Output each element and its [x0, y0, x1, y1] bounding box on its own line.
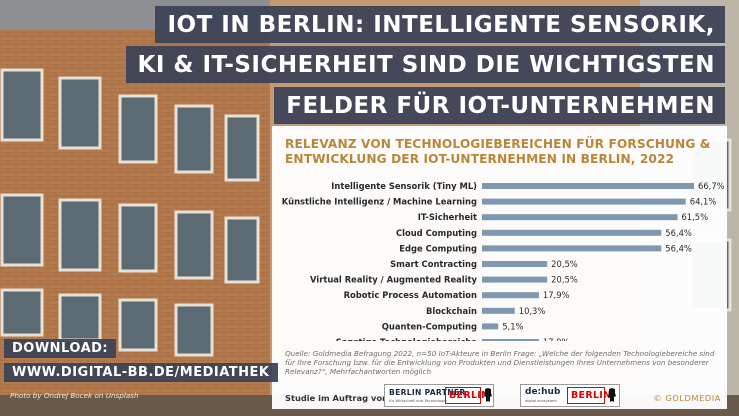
source-note: Quelle: Goldmedia Befragung 2022, n=50 I… — [285, 349, 715, 377]
commission-label: Studie im Auftrag von: — [285, 393, 392, 403]
category-label: Robotic Process Automation — [344, 290, 477, 300]
download-link[interactable]: WWW.DIGITAL-BB.DE/MEDIATHEK — [4, 363, 278, 382]
category-label: Sonstige Technologiebereiche — [336, 337, 478, 341]
value-label: 66,7% — [698, 181, 725, 191]
bar — [482, 323, 499, 330]
bar-chart: Intelligente Sensorik (Tiny ML) 66,7% Küns… — [282, 181, 725, 341]
bar — [482, 261, 548, 267]
category-label: Smart Contracting — [390, 259, 477, 269]
dehub-name: de:hub — [525, 387, 561, 397]
category-label: IT-Sicherheit — [418, 212, 477, 222]
berlin-partner-name: BERLIN PARTNER — [389, 388, 466, 397]
headline-line-2: KI & IT-SICHERHEIT SIND DIE WICHTIGSTEN — [125, 46, 725, 83]
bear-icon — [484, 388, 492, 402]
bar — [482, 198, 686, 205]
goldmedia-copyright: © GOLDMEDIA — [653, 393, 721, 403]
value-label: 61,5% — [681, 212, 708, 222]
chart-title-line-2: ENTWICKLUNG DER IOT-UNTERNEHMEN IN BERLI… — [285, 152, 675, 166]
value-label: 17,9% — [543, 290, 570, 300]
dehub-subtitle: digital ecosystem — [525, 399, 557, 403]
bear-icon — [608, 388, 616, 402]
category-label: Quanten-Computing — [382, 321, 477, 331]
category-label: Künstliche Intelligenz / Machine Learnin… — [282, 197, 477, 207]
value-label: 17,9% — [543, 337, 570, 341]
category-label: Cloud Computing — [396, 228, 477, 238]
chart-title-line-1: RELEVANZ VON TECHNOLOGIEBEREICHEN FÜR FO… — [285, 137, 711, 151]
bar — [482, 339, 539, 341]
value-label: 56,4% — [665, 228, 692, 238]
chart-title: RELEVANZ VON TECHNOLOGIEBEREICHEN FÜR FO… — [285, 137, 715, 167]
category-label: Intelligente Sensorik (Tiny ML) — [331, 181, 477, 191]
headline-line-1: IOT IN BERLIN: INTELLIGENTE SENSORIK, — [155, 6, 725, 43]
bar — [482, 276, 548, 283]
dehub-logo: de:hub digital ecosystem BERLIN — [520, 384, 620, 407]
category-label: Blockchain — [426, 306, 477, 316]
photo-credit: Photo by Ondrej Bocek on Unsplash — [10, 391, 139, 400]
berlin-logo-text-2: BERLIN — [571, 390, 612, 401]
berlin-logo-text: BERLIN — [449, 390, 490, 401]
download-label: DOWNLOAD: — [4, 339, 117, 358]
category-label: Edge Computing — [399, 243, 477, 253]
bar — [482, 214, 678, 221]
berlin-partner-subtitle: für Wirtschaft und Technologie — [389, 398, 447, 403]
berlin-partner-logo: BERLIN PARTNER für Wirtschaft und Techno… — [384, 384, 494, 407]
value-label: 56,4% — [665, 243, 692, 253]
berlin-logo-1: BERLIN — [445, 387, 489, 404]
chart-panel: RELEVANZ VON TECHNOLOGIEBEREICHEN FÜR FO… — [272, 126, 727, 409]
value-label: 5,1% — [502, 321, 523, 331]
bar — [482, 292, 539, 299]
value-label: 10,3% — [519, 306, 546, 316]
value-label: 20,5% — [551, 259, 578, 269]
value-label: 20,5% — [551, 275, 578, 285]
bar — [482, 307, 515, 314]
value-label: 64,1% — [690, 197, 717, 207]
category-label: Virtual Reality / Augmented Reality — [310, 275, 478, 285]
berlin-logo-2: BERLIN — [567, 387, 611, 404]
bar — [482, 229, 662, 236]
bar — [482, 245, 662, 252]
bar — [482, 183, 694, 189]
headline-line-3: FELDER FÜR IOT-UNTERNEHMEN — [274, 87, 725, 124]
